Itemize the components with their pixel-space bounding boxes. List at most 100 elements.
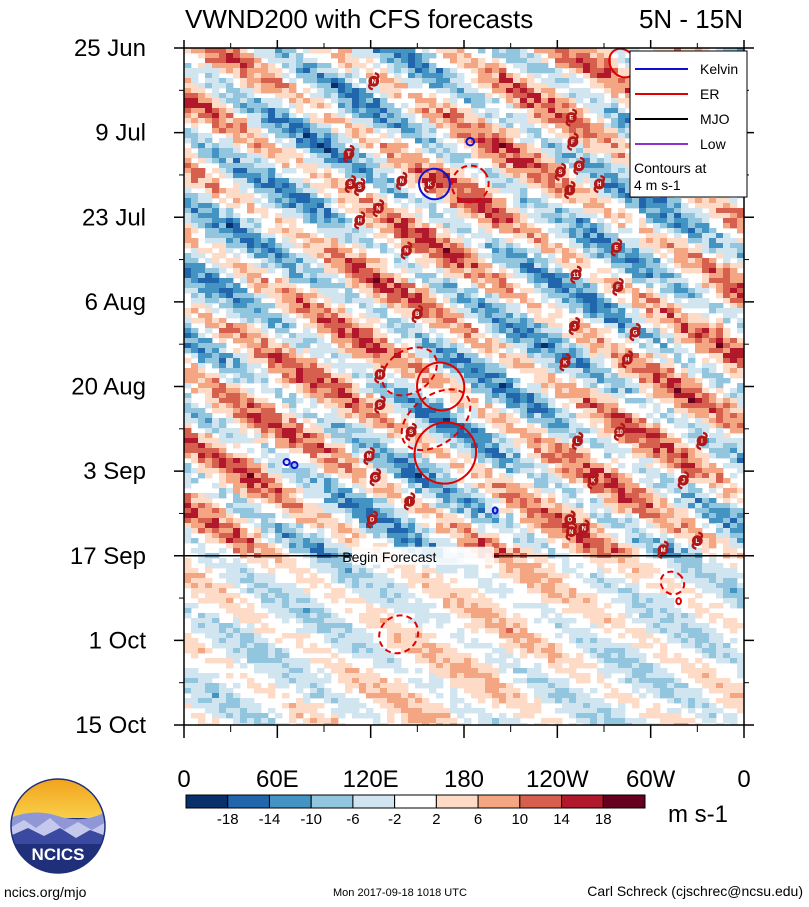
field-cell xyxy=(709,398,717,404)
field-cell xyxy=(499,413,507,419)
field-cell xyxy=(387,303,395,309)
field-cell xyxy=(611,238,619,244)
field-cell xyxy=(324,343,332,349)
field-cell xyxy=(737,368,744,374)
field-cell xyxy=(478,268,486,274)
field-cell xyxy=(485,178,493,184)
field-cell xyxy=(212,58,220,64)
field-cell xyxy=(226,158,234,164)
field-cell xyxy=(548,258,556,264)
field-cell xyxy=(471,118,479,124)
field-cell xyxy=(716,293,724,299)
field-cell xyxy=(240,413,248,419)
field-cell xyxy=(681,278,689,284)
field-cell xyxy=(590,63,598,69)
field-cell xyxy=(303,413,311,419)
field-cell xyxy=(527,178,535,184)
field-cell xyxy=(422,413,430,419)
field-cell xyxy=(338,98,346,104)
field-cell xyxy=(429,208,437,214)
field-cell xyxy=(373,138,381,144)
field-cell xyxy=(408,373,416,379)
field-cell xyxy=(394,48,402,54)
field-cell xyxy=(583,248,591,254)
field-cell xyxy=(646,353,654,359)
field-cell xyxy=(226,243,234,249)
field-cell xyxy=(646,238,654,244)
field-cell xyxy=(702,263,710,269)
field-cell xyxy=(401,343,409,349)
field-cell xyxy=(191,403,199,409)
field-cell xyxy=(275,418,283,424)
field-cell xyxy=(555,298,563,304)
field-cell xyxy=(261,313,269,319)
field-cell xyxy=(576,358,584,364)
field-cell xyxy=(436,398,444,404)
field-cell xyxy=(646,268,654,274)
field-cell xyxy=(520,143,528,149)
field-cell xyxy=(450,293,458,299)
field-cell xyxy=(583,383,591,389)
field-cell xyxy=(205,63,213,69)
field-cell xyxy=(618,133,626,139)
field-cell xyxy=(268,83,276,89)
field-cell xyxy=(380,313,388,319)
field-cell xyxy=(296,178,304,184)
field-cell xyxy=(555,188,563,194)
field-cell xyxy=(219,263,227,269)
field-cell xyxy=(492,48,500,54)
field-cell xyxy=(275,328,283,334)
field-cell xyxy=(520,203,528,209)
field-cell xyxy=(506,228,514,234)
field-cell xyxy=(191,243,199,249)
field-cell xyxy=(436,108,444,114)
field-cell xyxy=(625,283,633,289)
field-cell xyxy=(520,318,528,324)
field-cell xyxy=(226,388,234,394)
field-cell xyxy=(471,338,479,344)
field-cell xyxy=(625,83,633,89)
field-cell xyxy=(632,248,640,254)
field-cell xyxy=(233,323,241,329)
field-cell xyxy=(527,333,535,339)
field-cell xyxy=(408,218,416,224)
field-cell xyxy=(380,278,388,284)
field-cell xyxy=(716,338,724,344)
field-cell xyxy=(716,343,724,349)
field-cell xyxy=(254,293,262,299)
field-cell xyxy=(604,323,612,329)
field-cell xyxy=(492,393,500,399)
field-cell xyxy=(639,318,647,324)
field-cell xyxy=(296,373,304,379)
field-cell xyxy=(653,238,661,244)
field-cell xyxy=(289,243,297,249)
field-cell xyxy=(478,208,486,214)
field-cell xyxy=(275,58,283,64)
field-cell xyxy=(198,378,206,384)
field-cell xyxy=(513,168,521,174)
field-cell xyxy=(632,383,640,389)
field-cell xyxy=(492,258,500,264)
field-cell xyxy=(352,323,360,329)
field-cell xyxy=(212,223,220,229)
field-cell xyxy=(541,188,549,194)
field-cell xyxy=(184,73,192,79)
field-cell xyxy=(737,408,744,414)
field-cell xyxy=(443,298,451,304)
field-cell xyxy=(240,268,248,274)
field-cell xyxy=(667,273,675,279)
field-cell xyxy=(394,278,402,284)
field-cell xyxy=(541,98,549,104)
field-cell xyxy=(240,48,248,54)
field-cell xyxy=(338,178,346,184)
field-cell xyxy=(485,318,493,324)
field-cell xyxy=(233,283,241,289)
field-cell xyxy=(723,358,731,364)
field-cell xyxy=(282,403,290,409)
field-cell xyxy=(429,408,437,414)
field-cell xyxy=(639,273,647,279)
field-cell xyxy=(268,128,276,134)
field-cell xyxy=(583,353,591,359)
field-cell xyxy=(618,413,626,419)
field-cell xyxy=(219,233,227,239)
